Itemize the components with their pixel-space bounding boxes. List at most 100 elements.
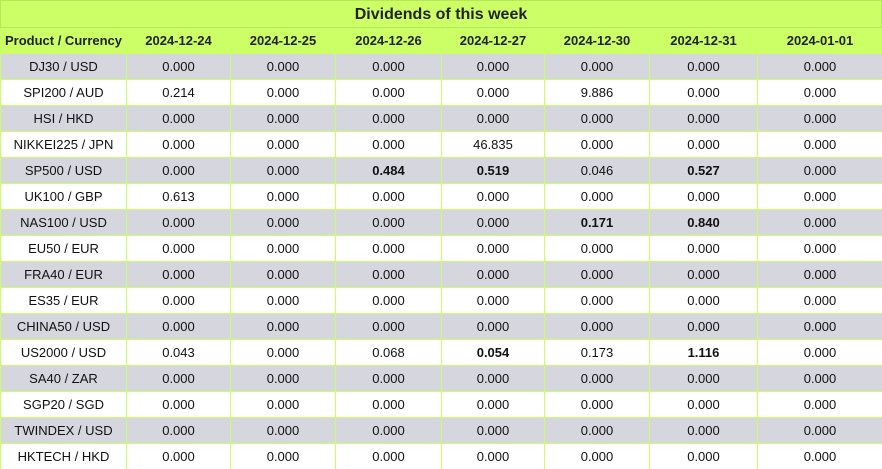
table-row: UK100 / GBP 0.613 0.000 0.000 0.000 0.000 0.00… (0, 182, 882, 210)
dividend-value-cell: 0.000 (544, 130, 650, 158)
dividend-value-cell: 0.000 (757, 52, 882, 80)
dividend-value-cell: 0.000 (544, 182, 650, 210)
dividend-value-cell: 0.000 (757, 312, 882, 340)
product-cell: HSI / HKD (0, 104, 127, 132)
table-row: HSI / HKD 0.000 0.000 0.000 0.000 0.000 0.000 0… (0, 104, 882, 132)
table-row: FRA40 / EUR 0.000 0.000 0.000 0.000 0.000 0.00… (0, 260, 882, 288)
product-cell: CHINA50 / USD (0, 312, 127, 340)
dividend-value-cell: 0.000 (441, 208, 545, 236)
product-cell: HKTECH / HKD (0, 442, 127, 469)
dividend-value-cell: 0.000 (126, 104, 231, 132)
dividend-value-cell: 0.000 (441, 78, 545, 106)
table-row: SPI200 / AUD 0.214 0.000 0.000 0.000 9.886 0.0… (0, 78, 882, 106)
table-row: US2000 / USD 0.043 0.000 0.068 0.054 0.173 1.1… (0, 338, 882, 366)
dividend-value-cell: 0.000 (649, 104, 758, 132)
table-row: SP500 / USD 0.000 0.000 0.484 0.519 0.046 0.52… (0, 156, 882, 184)
dividend-value-cell: 0.043 (126, 338, 231, 366)
dividend-value-cell: 0.000 (335, 260, 442, 288)
table-body: DJ30 / USD 0.000 0.000 0.000 0.000 0.000 0.000… (0, 52, 882, 469)
header-date: 2024-12-31 (649, 28, 758, 53)
dividend-value-cell: 0.000 (757, 182, 882, 210)
dividend-value-cell: 0.000 (441, 52, 545, 80)
header-date: 2024-12-26 (335, 28, 442, 53)
dividend-value-cell: 0.000 (544, 416, 650, 444)
dividend-value-cell: 0.000 (335, 52, 442, 80)
dividend-value-cell: 0.000 (335, 416, 442, 444)
dividend-value-cell: 0.046 (544, 156, 650, 184)
dividend-value-cell: 0.000 (230, 130, 336, 158)
dividend-value-cell: 0.171 (544, 208, 650, 236)
dividend-value-cell: 0.000 (230, 234, 336, 262)
dividend-value-cell: 0.000 (649, 182, 758, 210)
header-date: 2024-01-01 (757, 28, 882, 53)
dividend-value-cell: 0.000 (649, 390, 758, 418)
header-product: Product / Currency (0, 28, 127, 53)
dividend-value-cell: 0.000 (757, 390, 882, 418)
dividend-value-cell: 0.000 (757, 156, 882, 184)
table-title: Dividends of this week (0, 0, 882, 28)
dividend-value-cell: 0.000 (126, 52, 231, 80)
dividend-value-cell: 0.000 (230, 364, 336, 392)
dividend-value-cell: 0.000 (126, 156, 231, 184)
dividend-value-cell: 0.000 (544, 286, 650, 314)
dividend-value-cell: 0.519 (441, 156, 545, 184)
dividend-value-cell: 0.000 (544, 390, 650, 418)
header-date: 2024-12-25 (230, 28, 336, 53)
table-row: SGP20 / SGD 0.000 0.000 0.000 0.000 0.000 0.00… (0, 390, 882, 418)
table-row: SA40 / ZAR 0.000 0.000 0.000 0.000 0.000 0.000… (0, 364, 882, 392)
dividend-value-cell: 0.000 (335, 182, 442, 210)
dividend-value-cell: 0.000 (649, 286, 758, 314)
product-cell: SA40 / ZAR (0, 364, 127, 392)
table-row: TWINDEX / USD 0.000 0.000 0.000 0.000 0.000 0.… (0, 416, 882, 444)
header-date: 2024-12-27 (441, 28, 545, 53)
table-row: EU50 / EUR 0.000 0.000 0.000 0.000 0.000 0.000… (0, 234, 882, 262)
product-cell: SGP20 / SGD (0, 390, 127, 418)
table-row: HKTECH / HKD 0.000 0.000 0.000 0.000 0.000 0.0… (0, 442, 882, 469)
dividend-value-cell: 0.000 (126, 442, 231, 469)
dividend-value-cell: 0.000 (126, 390, 231, 418)
dividend-value-cell: 0.000 (126, 208, 231, 236)
dividend-value-cell: 9.886 (544, 78, 650, 106)
dividend-value-cell: 0.000 (230, 182, 336, 210)
table-row: CHINA50 / USD 0.000 0.000 0.000 0.000 0.000 0.… (0, 312, 882, 340)
dividend-value-cell: 0.000 (441, 234, 545, 262)
dividend-value-cell: 0.000 (230, 52, 336, 80)
dividend-value-cell: 0.068 (335, 338, 442, 366)
dividend-value-cell: 0.000 (230, 78, 336, 106)
dividend-value-cell: 0.000 (230, 156, 336, 184)
dividend-value-cell: 0.000 (441, 104, 545, 132)
dividend-value-cell: 0.000 (757, 364, 882, 392)
dividend-value-cell: 0.000 (757, 234, 882, 262)
dividend-value-cell: 0.000 (335, 130, 442, 158)
dividend-value-cell: 0.000 (230, 442, 336, 469)
product-cell: NIKKEI225 / JPN (0, 130, 127, 158)
dividend-value-cell: 0.214 (126, 78, 231, 106)
product-cell: SP500 / USD (0, 156, 127, 184)
dividends-table: Product / Currency 2024-12-24 2024-12-25… (0, 28, 882, 469)
dividend-value-cell: 0.000 (126, 312, 231, 340)
dividend-value-cell: 0.000 (126, 364, 231, 392)
product-cell: SPI200 / AUD (0, 78, 127, 106)
dividend-value-cell: 0.000 (649, 260, 758, 288)
header-date: 2024-12-24 (126, 28, 231, 53)
dividend-value-cell: 0.000 (230, 390, 336, 418)
dividend-value-cell: 0.000 (230, 338, 336, 366)
dividend-value-cell: 0.484 (335, 156, 442, 184)
dividend-value-cell: 0.000 (441, 182, 545, 210)
dividend-value-cell: 0.000 (757, 416, 882, 444)
dividend-value-cell: 0.000 (126, 130, 231, 158)
dividend-value-cell: 0.000 (126, 416, 231, 444)
dividend-value-cell: 0.000 (335, 442, 442, 469)
dividend-value-cell: 0.000 (544, 260, 650, 288)
dividend-value-cell: 0.000 (230, 416, 336, 444)
dividend-value-cell: 0.000 (544, 364, 650, 392)
dividend-value-cell: 0.000 (126, 286, 231, 314)
product-cell: NAS100 / USD (0, 208, 127, 236)
dividend-value-cell: 0.000 (230, 104, 336, 132)
product-cell: DJ30 / USD (0, 52, 127, 80)
product-cell: ES35 / EUR (0, 286, 127, 314)
header-date: 2024-12-30 (544, 28, 650, 53)
dividend-value-cell: 0.000 (649, 52, 758, 80)
dividend-value-cell: 0.000 (441, 416, 545, 444)
